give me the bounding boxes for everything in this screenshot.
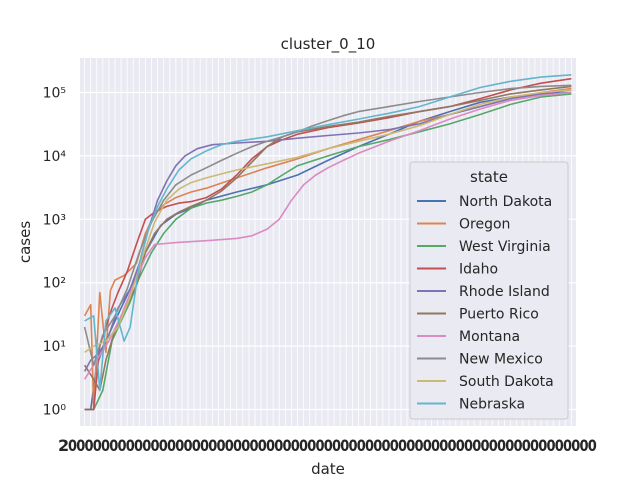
y-tick-label: 10⁵ — [43, 85, 66, 101]
legend-label: New Mexico — [459, 352, 543, 368]
legend-label: Puerto Rico — [459, 307, 539, 323]
legend-items: North Dakota Oregon West Virginia Idaho Rhod… — [417, 194, 554, 413]
legend-label: South Dakota — [459, 374, 554, 390]
series-lines — [83, 74, 572, 411]
y-tick-label: 10⁰ — [43, 403, 67, 419]
legend-title: state — [470, 168, 508, 186]
series-line — [84, 93, 572, 411]
legend-label: West Virginia — [459, 239, 551, 255]
legend-label: North Dakota — [459, 194, 552, 210]
y-tick-label: 10¹ — [43, 339, 66, 355]
y-tick-label: 10² — [43, 276, 66, 292]
legend: state North Dakota Oregon West Virginia Ida… — [409, 161, 569, 420]
legend-label: Oregon — [459, 217, 510, 233]
y-axis-title: cases — [16, 221, 34, 263]
series-line — [84, 89, 572, 353]
y-tick-labels: 10⁰ 10¹ 10² 10³ 10⁴ 10⁵ — [43, 85, 67, 418]
y-tick-label: 10³ — [43, 212, 66, 228]
legend-frame — [409, 161, 569, 420]
y-tick-label: 10⁴ — [43, 149, 67, 165]
series-line — [84, 74, 572, 392]
legend-label: Idaho — [459, 262, 498, 278]
legend-label: Montana — [459, 329, 520, 345]
chart-title: cluster_0_10 — [281, 35, 376, 54]
legend-label: Rhode Island — [459, 284, 550, 300]
legend-label: Nebraska — [459, 397, 525, 413]
x-tick-labels-overlap: 2 — [58, 436, 68, 455]
x-tick-labels-overlap: 0000000000000000000000000000000000000000… — [68, 436, 597, 455]
x-axis-title: date — [311, 460, 345, 478]
series-line — [83, 84, 572, 366]
